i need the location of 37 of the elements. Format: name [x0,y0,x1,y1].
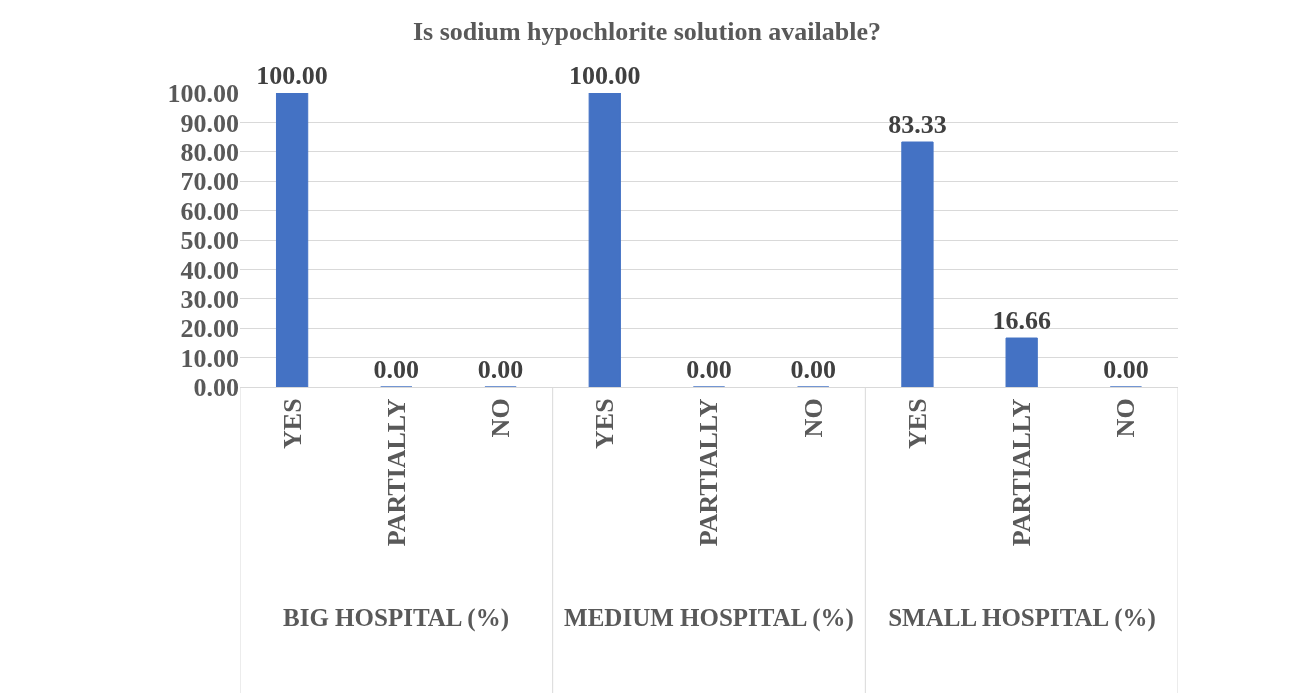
x-tick-label: YES [590,398,620,449]
x-tick-label: YES [902,398,932,449]
data-label: 0.00 [373,355,420,384]
bar [1005,337,1038,387]
y-tick-label: 80.00 [180,137,239,167]
y-tick-label: 70.00 [180,167,239,197]
x-tick-label: NO [486,398,516,438]
y-tick-label: 100.00 [167,79,239,109]
y-tick-label: 60.00 [180,196,239,226]
y-tick-label: 40.00 [180,255,239,285]
data-label: 100.00 [569,61,641,90]
text: BIG HOSPITAL (%) [283,604,509,632]
bar [901,141,934,387]
data-label: 100.00 [256,61,328,90]
y-tick-label: 50.00 [180,226,239,256]
y-tick-label: 10.00 [180,343,239,373]
data-label: 0.00 [477,355,524,384]
x-tick-label: PARTIALLY [381,398,411,547]
text: SMALL HOSPITAL (%) [888,604,1156,632]
bar [275,93,309,387]
text: MEDIUM HOSPITAL (%) [564,604,854,632]
x-tick-label: PARTIALLY [694,398,724,547]
y-tick-label: 90.00 [180,108,239,138]
data-label: 0.00 [1103,355,1149,384]
data-label: 0.00 [686,355,732,384]
x-tick-label: NO [1111,398,1141,438]
data-label: 16.66 [992,306,1051,336]
y-tick-label: 30.00 [180,284,239,314]
data-label: 83.33 [888,110,947,140]
x-tick-label: NO [798,398,828,438]
data-label: 0.00 [790,355,836,384]
x-tick-label: YES [277,398,307,449]
bar [588,93,621,387]
y-tick-label: 20.00 [180,314,239,344]
x-tick-label: PARTIALLY [1007,398,1037,547]
chart-title: Is sodium hypochlorite solution available? [412,17,882,47]
y-tick-label: 0.00 [193,373,239,403]
